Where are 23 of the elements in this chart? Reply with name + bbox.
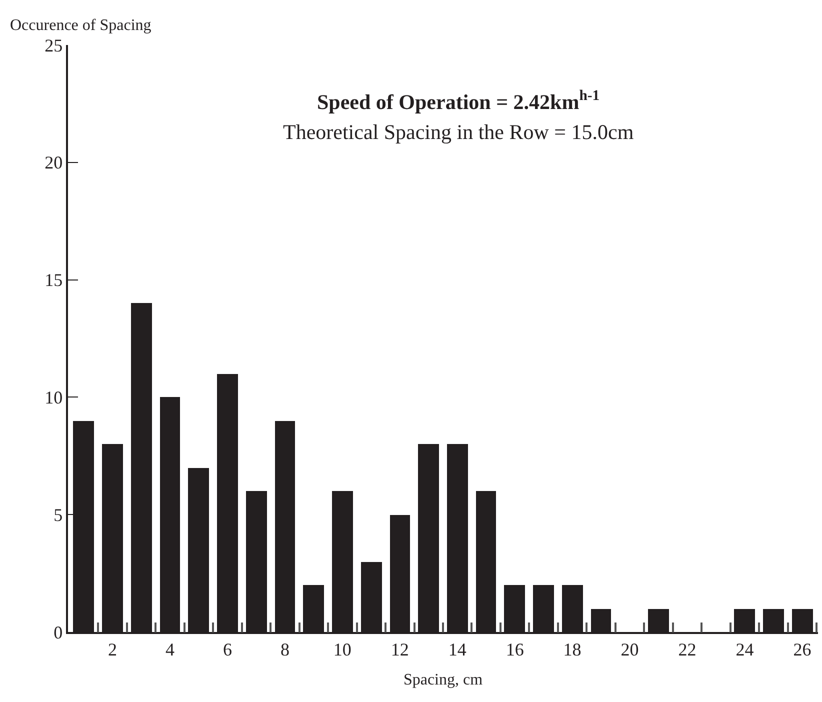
y-tick-label: 25 — [44, 35, 63, 56]
y-tick-label: 0 — [54, 622, 63, 642]
x-tick-label: 22 — [678, 639, 696, 660]
x-tick-label: 16 — [506, 639, 524, 660]
y-tick-label: 15 — [44, 270, 63, 290]
y-tick-label: 10 — [44, 388, 63, 408]
x-axis-title: Spacing, cm — [403, 672, 484, 689]
x-tick-label: 18 — [563, 639, 582, 660]
x-tick-label: 14 — [448, 639, 466, 660]
x-tick-label: 10 — [333, 639, 352, 660]
text: Theoretical Spacing in the Row = 15.0cm — [283, 120, 634, 144]
text: Speed of Operation = 2.42km$^{h-1}$ — [317, 88, 600, 114]
x-tick-label: 24 — [736, 639, 754, 660]
x-tick-label: 6 — [222, 639, 232, 660]
x-tick-label: 2 — [108, 639, 118, 660]
x-tick-label: 20 — [620, 639, 639, 660]
x-tick-label: 26 — [793, 639, 812, 660]
y-axis-title: Occurence of Spacing — [10, 17, 152, 34]
x-tick-label: 8 — [280, 639, 290, 660]
x-tick-label: 12 — [390, 639, 409, 660]
y-tick-label: 5 — [54, 504, 63, 525]
x-tick-label: 4 — [166, 639, 175, 660]
y-tick-label: 20 — [44, 152, 63, 173]
